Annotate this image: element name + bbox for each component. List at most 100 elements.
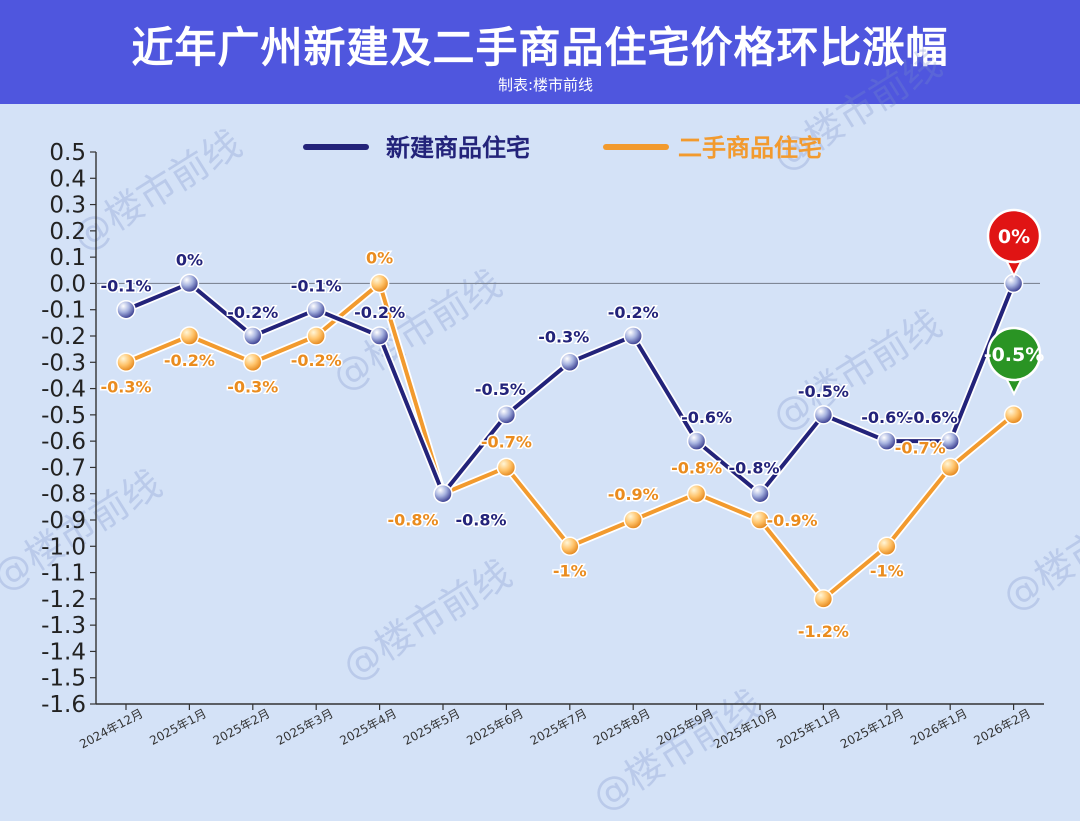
x-tick-label: 2025年10月 [711,706,779,751]
data-point [813,405,834,425]
data-label: -0.6% [861,408,912,427]
legend-label: 新建商品住宅 [386,134,530,162]
y-tick-label: -1.5 [41,666,86,692]
data-label: -0.5% [798,382,849,401]
data-label: -0.8% [671,459,722,478]
data-point [496,405,517,425]
data-point [116,299,136,320]
data-label: -0.5% [475,380,526,399]
data-point [1003,405,1024,425]
data-label: -0.3% [538,327,589,346]
x-tick-label: 2025年12月 [838,706,906,751]
data-label: -0.6% [907,408,958,427]
data-point [750,510,770,530]
data-label: -0.2% [291,351,342,370]
x-tick-label: 2024年12月 [77,706,145,751]
data-label: -0.8% [387,511,438,530]
data-point [433,483,453,504]
x-tick-label: 2025年4月 [338,706,399,748]
data-point [877,431,897,451]
title-banner: 近年广州新建及二手商品住宅价格环比涨幅 制表:楼市前线 [0,0,1080,104]
data-point [243,352,263,373]
data-point [750,483,770,504]
x-tick-label: 2026年1月 [908,706,969,748]
y-tick-label: -0.2 [41,324,86,350]
data-point [686,483,707,504]
y-tick-label: -1.1 [41,561,86,587]
y-tick-label: 0.1 [49,245,86,271]
data-point [306,299,326,320]
y-tick-label: 0.2 [49,219,86,245]
x-tick-label: 2025年6月 [464,706,525,748]
data-label: -0.3% [100,377,151,396]
x-tick-label: 2025年3月 [274,706,335,748]
x-tick-label: 2025年8月 [591,706,652,748]
y-tick-label: -1.4 [41,639,86,665]
data-point [369,326,390,346]
data-point [877,536,897,557]
chart-credit: 制表:楼市前线 [498,76,594,94]
data-label: -0.2% [164,351,215,370]
x-tick-label: 2025年5月 [401,706,462,748]
data-label: -0.7% [895,438,946,457]
y-tick-label: -0.3 [41,350,86,376]
y-tick-label: -1.2 [41,587,86,613]
data-label: -0.6% [681,408,732,427]
data-point [560,352,580,373]
data-point [623,510,643,530]
y-tick-label: 0.0 [49,271,86,297]
y-tick-label: -0.6 [41,429,86,455]
data-label: -0.2% [608,303,659,322]
data-point [306,326,326,346]
data-label: -0.1% [291,277,342,296]
x-tick-label: 2026年2月 [972,706,1033,748]
callout-label: 0% [998,226,1030,248]
legend-label: 二手商品住宅 [678,134,822,162]
data-label: -0.1% [100,277,151,296]
data-label: 0% [176,250,203,269]
y-tick-label: -0.4 [41,377,86,403]
data-label: 0% [366,248,393,267]
data-point [179,273,200,294]
data-point [243,326,263,346]
x-tick-label: 2025年11月 [775,706,843,751]
callout-badge [986,208,1042,264]
y-tick-label: -0.9 [41,508,86,534]
callout-badge [986,326,1042,382]
data-label: -1% [553,561,587,580]
x-tick-label: 2025年9月 [655,706,716,748]
data-point [623,326,643,346]
y-tick-label: -0.7 [41,455,86,481]
chart-title: 近年广州新建及二手商品住宅价格环比涨幅 [131,23,949,72]
y-tick-label: -1.6 [41,692,86,718]
data-point [686,431,707,451]
data-label: -0.8% [728,459,779,478]
callout-label: -0.5% [984,344,1045,366]
x-tick-label: 2025年1月 [147,706,208,748]
data-point [116,352,136,373]
data-point [179,326,200,346]
x-tick-label: 2025年7月 [528,706,589,748]
y-tick-label: -0.5 [41,403,86,429]
x-tick-label: 2025年2月 [211,706,272,748]
data-point [940,431,960,451]
data-label: -0.9% [608,485,659,504]
data-point [940,457,960,478]
y-tick-label: 0.3 [49,193,86,219]
data-label: -0.2% [354,303,405,322]
data-label: -0.3% [227,377,278,396]
data-label: -0.2% [227,303,278,322]
data-label: -0.9% [766,511,817,530]
y-tick-label: -1.0 [41,534,86,560]
y-tick-label: -0.1 [41,298,86,324]
data-label: -1.2% [798,622,849,641]
y-tick-label: 0.4 [49,166,86,192]
data-label: -1% [870,561,904,580]
y-tick-label: 0.5 [49,140,86,166]
data-point [496,457,517,478]
y-tick-label: -1.3 [41,613,86,639]
data-label: -0.7% [481,432,532,451]
data-label: -0.8% [455,511,506,530]
data-point [369,273,390,294]
data-point [813,589,834,609]
